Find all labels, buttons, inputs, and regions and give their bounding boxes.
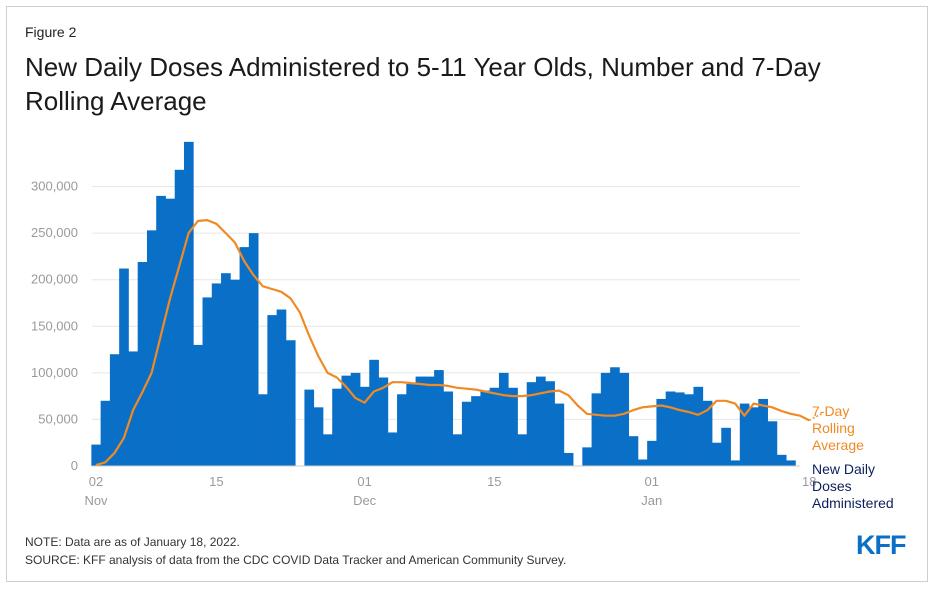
bar (600, 372, 611, 466)
bar (498, 372, 509, 466)
bar-series-label: New Daily Doses Administered (812, 461, 894, 511)
bar (471, 396, 481, 466)
bar (332, 388, 342, 466)
bar (137, 262, 148, 466)
figure-label: Figure 2 (25, 24, 77, 40)
bar (489, 387, 500, 466)
bar (230, 279, 240, 466)
bar (526, 382, 537, 466)
bar (119, 268, 129, 466)
bar (109, 354, 120, 466)
bar (749, 407, 759, 466)
bar (387, 432, 398, 466)
bar (313, 407, 324, 466)
bar (786, 460, 796, 466)
bar (304, 389, 315, 466)
bar (276, 309, 287, 466)
bar (184, 141, 194, 466)
bar (267, 315, 278, 466)
bar (628, 436, 639, 466)
bar (360, 386, 370, 466)
y-tick-label: 250,000 (31, 225, 78, 240)
bar (378, 377, 389, 466)
x-tick-month: Nov (84, 493, 108, 508)
y-tick-label: 50,000 (38, 411, 78, 426)
bar (776, 454, 787, 466)
bar (406, 384, 416, 466)
bar (684, 394, 694, 466)
line-series-label: 7-Day Rolling Average (812, 403, 864, 453)
bar (767, 421, 778, 466)
bar (258, 394, 268, 466)
y-tick-label: 0 (71, 458, 78, 473)
bar (221, 273, 231, 466)
bar (582, 447, 592, 466)
bar (712, 442, 722, 466)
bar (693, 386, 704, 466)
bar (443, 391, 454, 466)
bar (369, 359, 379, 466)
bar (415, 376, 426, 466)
note-text: NOTE: Data are as of January 18, 2022. (25, 535, 240, 549)
bar (461, 401, 472, 466)
bar (545, 381, 555, 466)
bar (452, 434, 463, 466)
bar (480, 390, 491, 466)
bar (758, 398, 768, 466)
kff-logo: KFF (856, 530, 906, 560)
bar (739, 403, 750, 466)
x-tick-day: 15 (209, 474, 223, 489)
bar (174, 169, 185, 466)
x-tick-month: Jan (641, 493, 662, 508)
x-tick-day: 01 (357, 474, 371, 489)
bar (100, 400, 111, 466)
x-tick-day: 01 (645, 474, 659, 489)
bar (285, 340, 296, 466)
bar (665, 391, 676, 466)
bar (517, 434, 528, 466)
x-tick-day: 15 (487, 474, 501, 489)
source-text: SOURCE: KFF analysis of data from the CD… (25, 553, 567, 567)
chart-notes: NOTE: Data are as of January 18, 2022. S… (25, 533, 566, 569)
x-tick-day: 18 (802, 474, 816, 489)
bar (656, 398, 667, 466)
bar (637, 459, 648, 466)
bar (193, 344, 203, 466)
bar (211, 283, 222, 466)
chart-title: New Daily Doses Administered to 5-11 Yea… (25, 52, 821, 116)
bar (674, 392, 685, 466)
bar (434, 370, 444, 466)
x-tick-day: 02 (89, 474, 103, 489)
bar (619, 372, 630, 466)
y-tick-label: 100,000 (31, 365, 78, 380)
bar (239, 247, 250, 466)
bar (721, 427, 731, 466)
bar (341, 375, 352, 466)
y-tick-label: 150,000 (31, 318, 78, 333)
bar (397, 394, 407, 466)
bar (202, 297, 213, 466)
bar (165, 198, 176, 466)
bar (536, 376, 546, 466)
bar (702, 400, 713, 466)
rolling-average-line (95, 219, 810, 467)
y-tick-label: 300,000 (31, 179, 78, 194)
bar (730, 460, 741, 466)
bar (146, 230, 157, 466)
x-tick-month: Dec (353, 493, 377, 508)
y-tick-label: 200,000 (31, 272, 78, 287)
bar (91, 444, 102, 466)
bar (508, 387, 518, 466)
bar (591, 393, 602, 466)
bar (563, 452, 574, 466)
bar (424, 376, 435, 466)
bar (248, 233, 259, 466)
rolling-average-projection (808, 412, 824, 422)
bar (322, 434, 333, 466)
bar (350, 372, 361, 466)
bar (647, 440, 657, 466)
bar (554, 403, 565, 466)
